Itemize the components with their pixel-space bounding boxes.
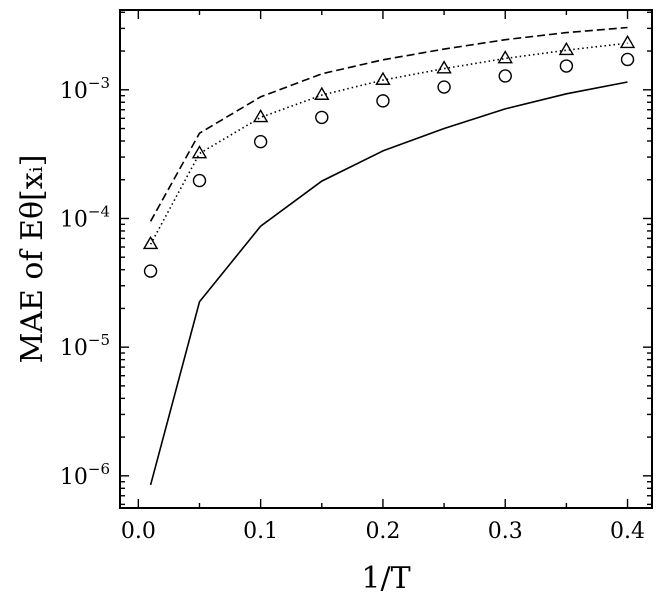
circle-marker <box>559 59 574 73</box>
triangle-marker <box>142 235 159 250</box>
plot-frame <box>119 9 653 509</box>
triangle-marker <box>497 50 513 64</box>
circle-marker <box>498 69 512 83</box>
x-tick-label: 0.3 <box>488 519 523 544</box>
x-tick-label: 0.1 <box>243 519 278 544</box>
triangle-marker <box>558 41 575 56</box>
y-tick-label: 10−4 <box>60 202 110 232</box>
circle-marker <box>253 134 268 149</box>
circle-marker <box>437 80 451 94</box>
triangle-marker <box>619 34 636 49</box>
triangle-marker <box>314 86 330 100</box>
series-solid-line <box>149 81 628 486</box>
labels-layer: 1/T MAE of Eθ[xᵢ] <box>15 155 411 596</box>
y-tick-label: 10−5 <box>60 331 110 361</box>
series-dotted-line <box>149 42 628 245</box>
circle-marker <box>192 173 207 188</box>
x-axis-label: 1/T <box>361 561 410 596</box>
x-tick-label: 0.0 <box>121 519 156 544</box>
circle-marker <box>315 110 329 125</box>
circle-marker <box>376 94 390 108</box>
triangle-marker <box>252 109 269 123</box>
x-tick-label: 0.2 <box>365 519 400 544</box>
triangle-marker <box>436 60 452 74</box>
circle-marker <box>143 264 158 278</box>
series-layer <box>142 26 636 486</box>
triangle-marker <box>191 145 208 159</box>
y-axis-label: MAE of Eθ[xᵢ] <box>15 155 50 364</box>
circle-marker <box>620 52 635 67</box>
series-dashed-line <box>149 26 628 222</box>
triangle-marker <box>375 71 391 85</box>
y-tick-label: 10−3 <box>60 74 110 104</box>
y-tick-label: 10−6 <box>60 460 110 490</box>
x-tick-label: 0.4 <box>610 519 645 544</box>
ticks-layer: 0.0 0.1 0.2 0.3 0.4 10−6 10−5 10−4 10−3 <box>60 10 652 544</box>
